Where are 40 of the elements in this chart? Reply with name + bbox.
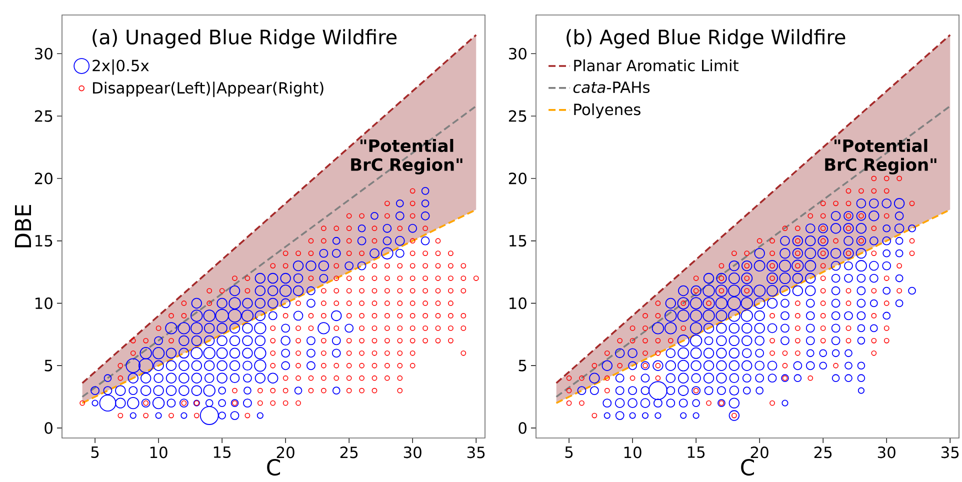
x-tick-label: 35 xyxy=(941,446,959,458)
x-tick-label: 10 xyxy=(624,446,642,458)
x-tick-label: 20 xyxy=(750,446,768,458)
legend-label: Planar Aromatic Limit xyxy=(574,59,738,72)
x-tick-label: 35 xyxy=(467,446,485,458)
y-tick-label: 0 xyxy=(518,422,526,434)
y-tick-label: 25 xyxy=(34,110,52,122)
y-tick-label: 10 xyxy=(510,297,526,310)
x-tick-label: 25 xyxy=(340,446,358,458)
x-tick-label: 20 xyxy=(276,446,294,458)
y-tick-label: 30 xyxy=(509,48,526,60)
text: (b) Aged Blue Ridge Wildfire xyxy=(566,29,846,48)
x-tick-label: 15 xyxy=(214,446,231,458)
x-tick-label: 5 xyxy=(565,446,573,458)
x-tick-label: 30 xyxy=(878,446,896,458)
x-axis-title: C xyxy=(267,459,280,476)
legend-label: Polyenes xyxy=(574,103,640,118)
annotation: "Potential BrC Region" xyxy=(351,138,462,174)
y-tick-label: 25 xyxy=(508,110,526,122)
y-tick-label: 15 xyxy=(510,235,526,247)
y-tick-label: 20 xyxy=(508,172,526,184)
legend-label: Disappear(Left)|Appear(Right) xyxy=(93,82,324,98)
x-tick-label: 30 xyxy=(404,446,422,458)
legend-label: cata-PAHs xyxy=(573,82,650,94)
y-axis-title: DBE xyxy=(15,205,31,248)
y-tick-label: 0 xyxy=(44,422,52,434)
x-tick-label: 10 xyxy=(150,446,168,458)
x-axis-title: C xyxy=(741,459,754,476)
y-tick-label: 10 xyxy=(36,297,52,310)
annotation: "Potential BrC Region" xyxy=(825,138,936,174)
y-tick-label: 5 xyxy=(44,360,52,372)
x-tick-label: 5 xyxy=(91,446,99,458)
y-tick-label: 20 xyxy=(34,172,52,184)
y-tick-label: 30 xyxy=(35,48,52,60)
text: (a) Unaged Blue Ridge Wildfire xyxy=(92,29,397,48)
legend-label: 2x|0.5x xyxy=(92,59,149,75)
x-tick-label: 25 xyxy=(814,446,832,458)
x-tick-label: 15 xyxy=(688,446,705,458)
y-tick-label: 15 xyxy=(36,235,52,247)
y-tick-label: 5 xyxy=(518,360,526,372)
